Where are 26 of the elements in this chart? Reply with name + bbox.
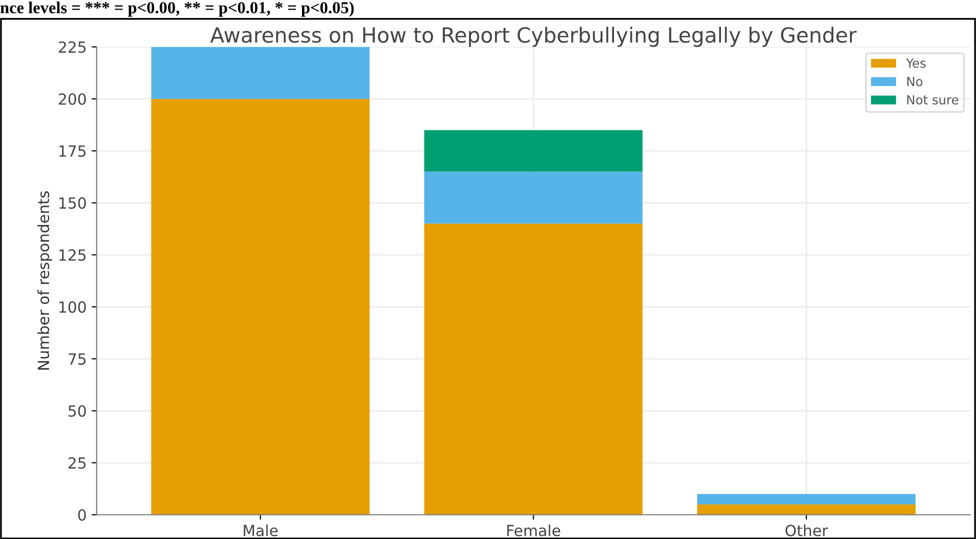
bar (697, 494, 916, 504)
bar (151, 98, 370, 515)
y-tick-label: 100 (59, 301, 86, 313)
legend-label: Yes (906, 58, 926, 68)
y-tick-label: 0 (78, 509, 86, 521)
bar (424, 172, 643, 224)
bar (424, 224, 643, 515)
y-tick-label: 125 (59, 249, 86, 261)
bar (424, 130, 643, 172)
y-tick-label: 25 (68, 457, 86, 469)
x-tick-label: Male (244, 524, 278, 536)
y-tick-label: 75 (68, 353, 86, 365)
bar (151, 46, 370, 99)
legend-label: Not sure (907, 95, 958, 105)
text: nce levels = *** = p<0.00, ** = p<0.01, * = p<0.05) (0, 2, 354, 17)
legend-label: No (907, 76, 922, 86)
y-axis-title: Number of respondents (37, 191, 52, 370)
y-tick-label: 150 (59, 197, 86, 209)
y-tick-label: 175 (59, 146, 86, 157)
y-tick-label: 200 (58, 93, 86, 105)
y-tick-label: 225 (58, 41, 86, 53)
y-tick-label: 50 (68, 405, 86, 417)
chart-title: Awareness on How to Report Cyberbullying Legally by Gender (210, 26, 857, 47)
x-tick-label: Female (507, 524, 560, 536)
bar (697, 504, 916, 515)
x-tick-label: Other (786, 524, 828, 536)
